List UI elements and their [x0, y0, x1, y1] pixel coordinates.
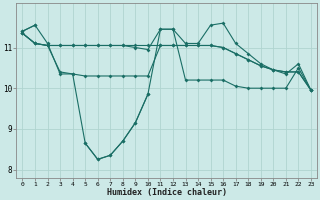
X-axis label: Humidex (Indice chaleur): Humidex (Indice chaleur): [107, 188, 227, 197]
